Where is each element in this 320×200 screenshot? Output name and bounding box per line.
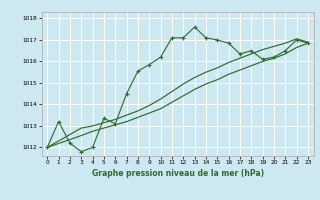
X-axis label: Graphe pression niveau de la mer (hPa): Graphe pression niveau de la mer (hPa) <box>92 169 264 178</box>
